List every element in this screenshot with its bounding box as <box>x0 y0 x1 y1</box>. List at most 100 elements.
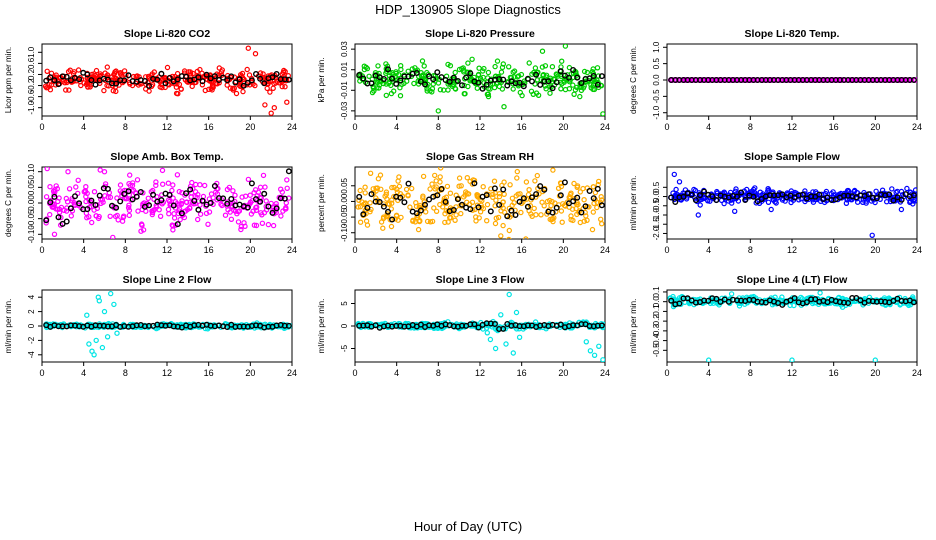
data-point <box>424 218 431 225</box>
outlier-point <box>676 179 683 185</box>
y-tick-label: -0.5 <box>652 198 661 212</box>
mean-point <box>232 79 239 86</box>
outlier-point <box>114 330 120 336</box>
mean-point <box>426 196 433 203</box>
data-point <box>247 199 254 205</box>
mean-point <box>215 76 222 83</box>
data-point <box>91 207 97 213</box>
mean-point <box>520 83 527 90</box>
outlier-point <box>600 111 605 116</box>
data-point <box>588 82 594 88</box>
mean-point <box>553 79 560 86</box>
data-point <box>542 63 549 69</box>
mean-point <box>570 198 577 205</box>
mean-point <box>529 194 536 201</box>
data-point <box>552 200 558 206</box>
mean-point <box>252 70 259 77</box>
mean-point <box>170 202 177 209</box>
data-point <box>746 190 753 196</box>
data-point <box>581 68 588 75</box>
data-point <box>165 206 172 213</box>
data-point <box>44 68 50 75</box>
data-point <box>403 186 410 193</box>
mean-point <box>174 76 181 83</box>
mean-point <box>594 81 601 88</box>
outlier-point <box>271 104 277 111</box>
mean-point <box>557 68 564 75</box>
outlier-point <box>107 290 114 297</box>
outlier-point <box>252 51 259 57</box>
y-tick-label: -0.10 <box>27 225 36 244</box>
x-tick-label: 4 <box>394 245 399 255</box>
data-point <box>433 208 440 214</box>
x-tick-label: 0 <box>39 122 44 132</box>
data-point <box>253 207 260 213</box>
outlier-point <box>498 233 504 239</box>
y-tick-label: -0.6 <box>27 89 36 103</box>
data-point <box>75 67 82 73</box>
data-point <box>487 86 493 92</box>
data-point <box>435 80 442 86</box>
mean-point <box>265 203 272 210</box>
mean-point <box>104 76 111 83</box>
mean-point <box>426 73 433 80</box>
data-point <box>415 226 422 233</box>
data-point <box>452 69 458 76</box>
data-point <box>416 218 422 224</box>
x-tick-label: 8 <box>436 122 441 132</box>
outlier-point <box>872 357 878 362</box>
data-point <box>456 175 463 181</box>
data-point <box>55 206 61 212</box>
mean-point <box>397 194 404 201</box>
data-point <box>586 204 592 210</box>
outlier-point <box>789 357 795 362</box>
x-tick-label: 16 <box>517 122 527 132</box>
mean-point <box>195 206 202 213</box>
data-point <box>199 82 206 88</box>
data-point <box>526 60 532 66</box>
data-point <box>485 93 492 100</box>
mean-point <box>220 195 227 202</box>
data-point <box>421 63 427 69</box>
data-point <box>282 83 288 90</box>
data-point <box>386 76 393 82</box>
data-point <box>476 215 482 221</box>
data-point <box>175 90 181 97</box>
data-points <box>355 291 605 362</box>
data-point <box>476 65 482 71</box>
data-point <box>176 188 182 195</box>
panel-title: Slope Line 3 Flow <box>436 274 526 286</box>
data-point <box>474 193 480 199</box>
data-point <box>370 85 377 91</box>
data-point <box>139 222 145 228</box>
x-tick-label: 24 <box>600 368 610 378</box>
panel-4: Slope Amb. Box Temp. degrees C per min. 0 4… <box>4 151 297 255</box>
data-point <box>538 212 544 218</box>
x-tick-label: 8 <box>436 245 441 255</box>
data-point <box>465 60 471 66</box>
data-point <box>773 200 779 206</box>
data-point <box>234 210 240 217</box>
mean-point <box>145 202 152 209</box>
mean-point <box>240 82 247 89</box>
mean-point <box>578 209 585 216</box>
data-point <box>264 85 270 92</box>
data-point <box>441 197 447 204</box>
x-tick-label: 0 <box>352 122 357 132</box>
x-tick-label: 8 <box>748 245 753 255</box>
data-point <box>716 300 723 306</box>
data-point <box>110 87 117 94</box>
outlier-point <box>898 206 905 213</box>
y-tick-label: 0.0 <box>652 190 661 202</box>
x-tick-label: 12 <box>787 122 797 132</box>
data-point <box>548 84 554 90</box>
mean-point <box>84 206 91 213</box>
panel-title: Slope Line 4 (LT) Flow <box>737 274 848 286</box>
data-point <box>233 90 240 97</box>
mean-point <box>487 208 494 215</box>
data-point <box>506 227 512 234</box>
data-point <box>844 187 851 194</box>
data-point <box>383 81 389 87</box>
data-point <box>532 65 539 71</box>
data-point <box>194 68 200 75</box>
